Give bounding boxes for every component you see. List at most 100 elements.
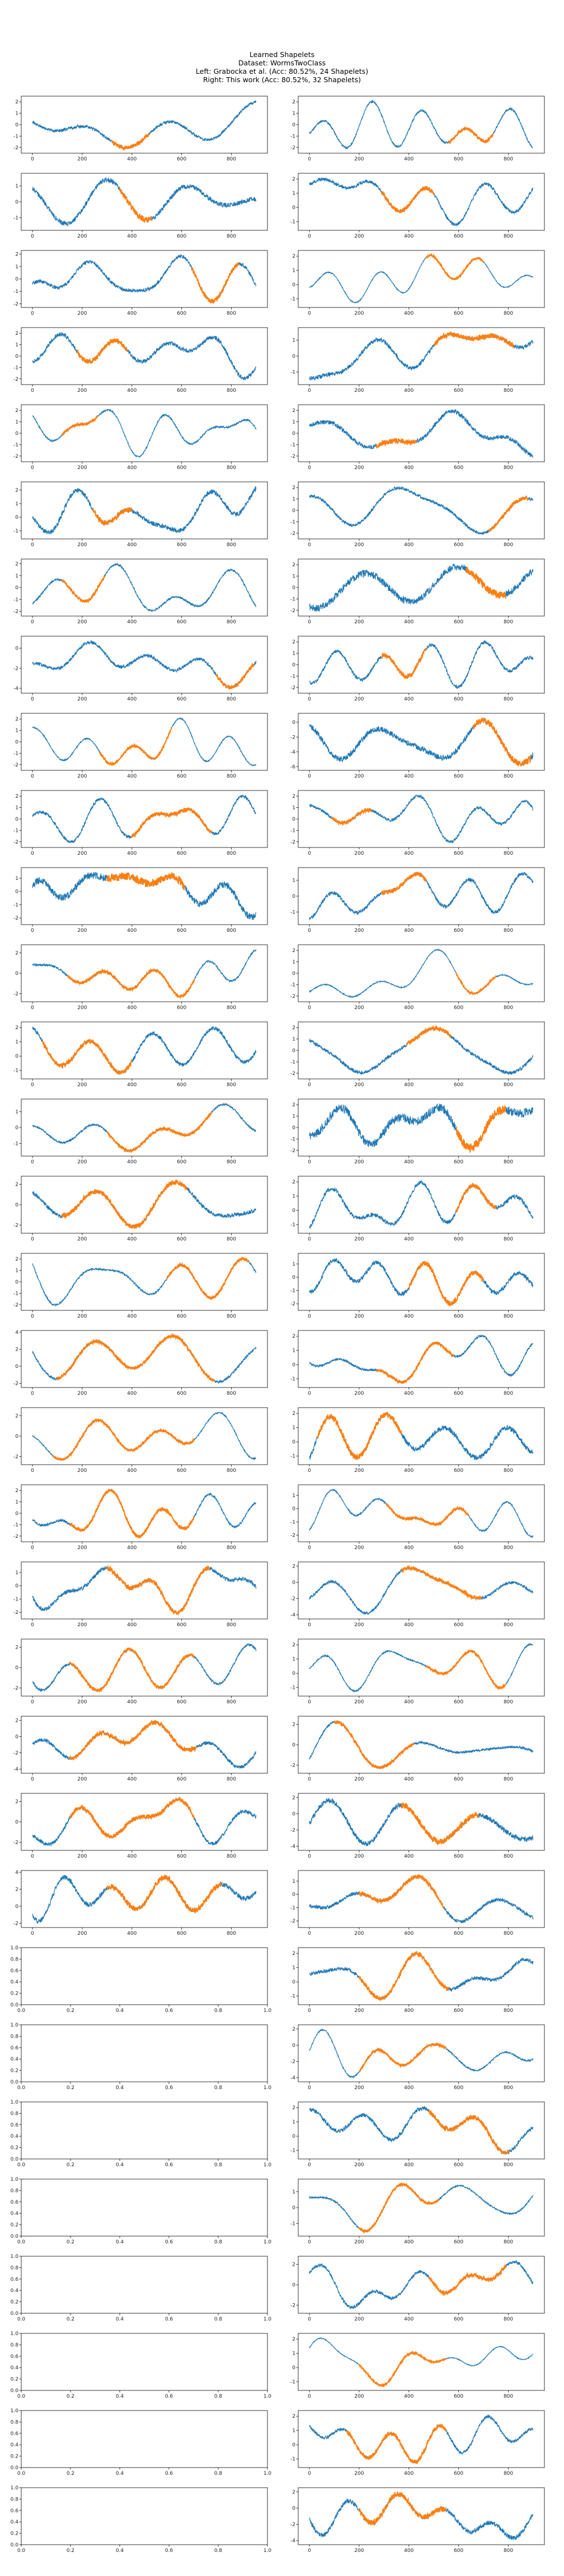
- panel-right-31: 0 200 400 600 800 -1 0 1 2: [290, 2410, 545, 2476]
- panel-right-24: 0 200 400 600 800 -2 -1 0 1: [290, 1870, 545, 1936]
- y-tick-label: 2: [292, 1180, 295, 1185]
- x-tick-label: 800: [504, 2239, 513, 2245]
- x-tick-label: 200: [354, 697, 364, 702]
- x-tick-label: 0: [308, 1314, 311, 1319]
- time-series-line: [32, 1412, 256, 1462]
- y-tick-label: 2: [292, 485, 295, 491]
- x-tick-label: 600: [177, 774, 186, 779]
- panel-left-16: 0 200 400 600 800 -2 -1 0 1 2: [13, 1253, 268, 1319]
- x-tick-label: 400: [404, 2239, 413, 2245]
- y-tick-label: -2: [290, 454, 295, 460]
- x-tick-label: 0: [308, 1237, 311, 1242]
- x-tick-label: 800: [227, 1854, 236, 1859]
- y-tick-label: 0: [15, 122, 18, 128]
- time-series-line: [309, 1874, 534, 1924]
- y-tick-label: -4: [290, 1613, 295, 1618]
- y-tick-label: 0.2: [11, 2454, 18, 2460]
- x-tick-label: 0.2: [67, 2394, 74, 2399]
- y-tick-label: 1.0: [11, 1945, 19, 1951]
- shapelet-line: [119, 187, 153, 223]
- panel-frame: [298, 2333, 545, 2391]
- time-series-line: [309, 99, 534, 150]
- time-series-line: [32, 1102, 256, 1153]
- x-tick-label: 200: [77, 311, 87, 316]
- y-tick-label: 0.0: [11, 2157, 19, 2162]
- panel-right-32: 0 200 400 600 800 -4 -2 0 2: [290, 2487, 545, 2554]
- y-tick-label: 0: [292, 1507, 295, 1512]
- x-tick-label: 400: [404, 697, 413, 702]
- x-tick-label: 600: [454, 157, 463, 162]
- x-tick-label: 0.0: [17, 2162, 26, 2168]
- y-tick-label: 0.4: [11, 1980, 19, 1985]
- y-tick-label: 2: [292, 1951, 295, 1957]
- x-tick-label: 400: [404, 311, 413, 316]
- y-tick-label: -1: [13, 1068, 18, 1074]
- x-tick-label: 400: [127, 697, 137, 702]
- x-tick-label: 0: [31, 1237, 34, 1242]
- x-tick-label: 200: [77, 851, 87, 856]
- y-tick-label: 2: [292, 2026, 295, 2032]
- shapelet-line: [106, 1111, 212, 1153]
- x-tick-label: 0.0: [17, 2008, 26, 2014]
- y-tick-label: -2: [13, 377, 18, 382]
- panel-right-6: 0 200 400 600 800 -2 -1 0 1 2: [290, 481, 545, 548]
- x-tick-label: 800: [504, 851, 513, 856]
- y-tick-label: 1: [292, 1194, 295, 1200]
- y-tick-label: 2: [292, 1334, 295, 1339]
- empty-panel-frame: [21, 2179, 268, 2237]
- x-tick-label: 600: [177, 1854, 186, 1859]
- y-tick-label: 0.4: [11, 2442, 19, 2448]
- y-tick-label: 1: [15, 184, 18, 190]
- x-tick-label: 200: [354, 1854, 364, 1859]
- x-tick-label: 600: [454, 928, 463, 934]
- y-tick-label: 1: [292, 497, 295, 503]
- x-tick-label: 0.4: [116, 2317, 124, 2322]
- panel-frame: [21, 1253, 268, 1311]
- x-tick-label: 600: [177, 1777, 186, 1782]
- shapelet-line: [106, 1874, 222, 1914]
- y-tick-label: 1: [15, 264, 18, 270]
- x-tick-label: 200: [77, 1854, 87, 1859]
- y-tick-label: -1: [290, 1288, 295, 1294]
- x-tick-label: 600: [454, 1391, 463, 1396]
- x-tick-label: 200: [77, 1931, 87, 1936]
- empty-panel-frame: [21, 2256, 268, 2314]
- y-tick-label: -2: [13, 763, 18, 768]
- y-tick-label: -1: [290, 1059, 295, 1065]
- y-tick-label: 0.8: [11, 2265, 19, 2271]
- y-tick-label: 1: [292, 1348, 295, 1354]
- x-tick-label: 600: [454, 774, 463, 779]
- x-tick-label: 600: [177, 388, 186, 394]
- x-tick-label: 600: [454, 1699, 463, 1705]
- x-tick-label: 0: [31, 1468, 34, 1474]
- panel-left-8: 0 200 400 600 800 -4 -2 0: [13, 636, 268, 702]
- y-tick-label: 0.4: [11, 2520, 19, 2525]
- y-tick-label: 0.4: [11, 2134, 19, 2139]
- panel-right-5: 0 200 400 600 800 -2 -1 0 1 2: [290, 404, 545, 471]
- x-tick-label: 600: [177, 1545, 186, 1551]
- y-tick-label: -1: [13, 215, 18, 221]
- y-tick-label: -2: [290, 2303, 295, 2308]
- x-tick-label: 0.8: [214, 2162, 223, 2168]
- x-tick-label: 0: [31, 234, 34, 239]
- x-tick-label: 200: [354, 1237, 364, 1242]
- time-series-line: [309, 1720, 534, 1769]
- y-tick-label: 2: [292, 1642, 295, 1648]
- y-tick-label: 0: [292, 431, 295, 437]
- panel-frame: [298, 2179, 545, 2237]
- y-tick-label: 0: [292, 720, 295, 726]
- y-tick-label: 1: [292, 574, 295, 580]
- y-tick-label: 0: [292, 971, 295, 977]
- y-tick-label: 0: [15, 646, 18, 651]
- x-tick-label: 800: [504, 1237, 513, 1242]
- y-tick-label: 0.0: [11, 2080, 19, 2085]
- y-tick-label: -2: [13, 1454, 18, 1460]
- x-tick-label: 0.4: [116, 2239, 124, 2245]
- x-tick-label: 0: [31, 1777, 34, 1782]
- x-tick-label: 1.0: [264, 2085, 272, 2091]
- shapelet-line: [401, 1802, 480, 1846]
- x-tick-label: 0: [31, 619, 34, 625]
- y-tick-label: -1: [13, 1597, 18, 1602]
- time-series-line: [32, 562, 257, 613]
- time-series-line: [309, 2260, 534, 2309]
